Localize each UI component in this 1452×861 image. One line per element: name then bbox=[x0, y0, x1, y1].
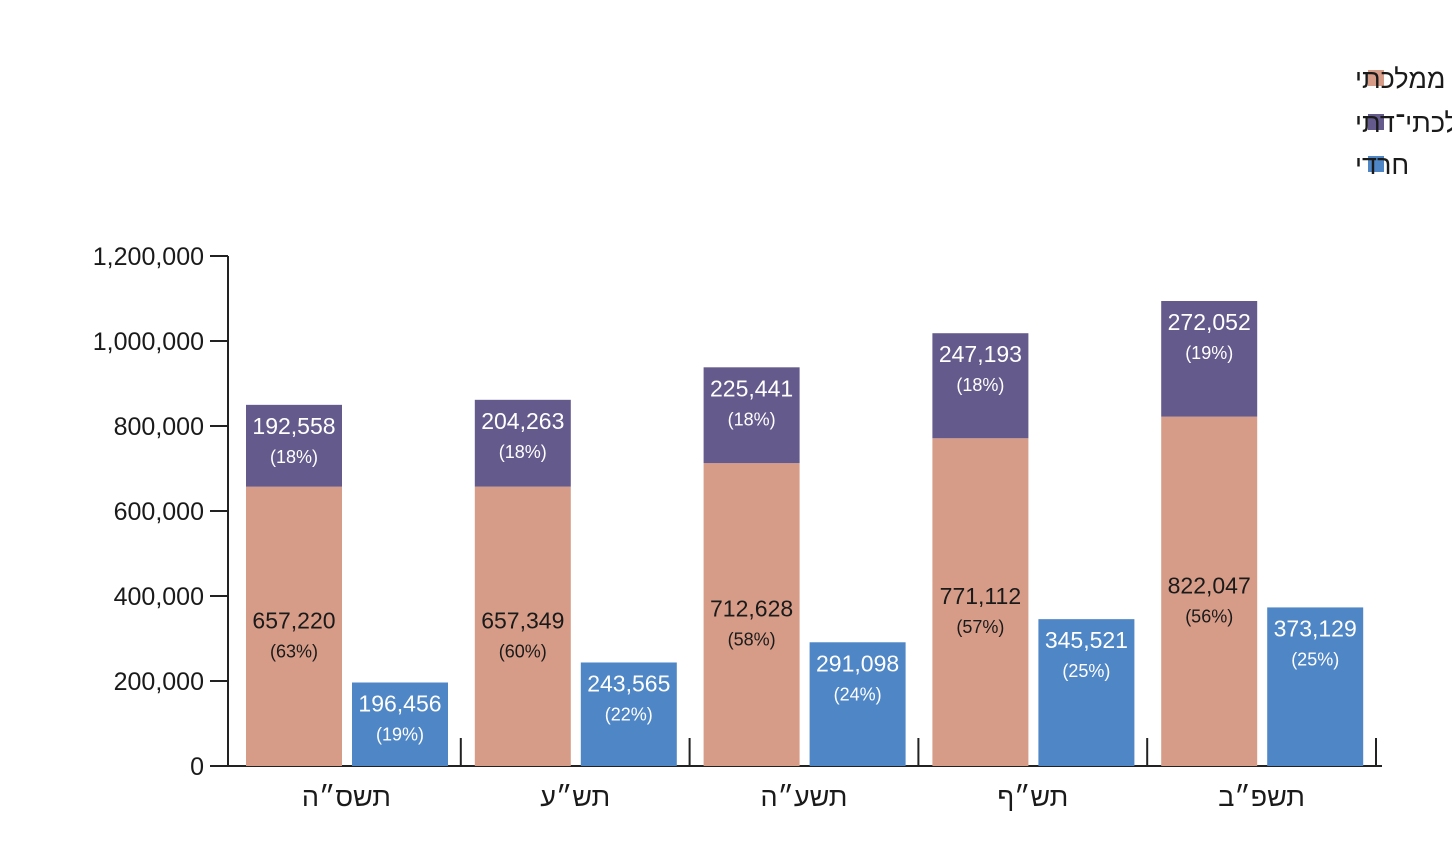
x-category-label: תשפ״ב bbox=[1218, 782, 1305, 812]
bar-value-label: 272,052 bbox=[1168, 309, 1251, 335]
bar-value-label: 771,112 bbox=[940, 583, 1021, 609]
data-labels: 657,220 (63%) 192,558 (18%) 196,456 (19%) 657,… bbox=[252, 309, 1356, 744]
axes: 0 200,000 400,000 600,000 800,000 1,000,000 1,… bbox=[93, 243, 1382, 812]
bar-value-label: 225,441 bbox=[710, 375, 793, 401]
legend-swatch bbox=[1368, 70, 1384, 86]
bar-value-label: 657,220 bbox=[252, 607, 335, 633]
bar-segment bbox=[703, 367, 800, 464]
bar-value-label: 373,129 bbox=[1274, 615, 1357, 641]
bar-value-label: 247,193 bbox=[939, 341, 1022, 367]
legend-swatch bbox=[1368, 156, 1384, 172]
bar-segment bbox=[474, 486, 571, 766]
bar-segment bbox=[932, 438, 1029, 766]
legend-swatch bbox=[1368, 114, 1384, 130]
bar-segment bbox=[703, 463, 800, 766]
bar-value-label: 196,456 bbox=[358, 691, 441, 717]
bar-segment bbox=[246, 404, 342, 487]
bar-segment bbox=[809, 642, 906, 766]
bar-percent-label: (18%) bbox=[499, 442, 547, 462]
bar-segment bbox=[580, 662, 677, 766]
bar-value-label: 192,558 bbox=[252, 413, 335, 439]
y-tick-label: 0 bbox=[190, 753, 204, 781]
y-tick-label: 1,000,000 bbox=[93, 328, 204, 356]
bar-percent-label: (18%) bbox=[956, 375, 1004, 395]
legend-label: ממלכתי bbox=[1355, 64, 1445, 94]
y-tick-label: 600,000 bbox=[114, 498, 204, 526]
bar-segment bbox=[352, 682, 448, 766]
bars bbox=[246, 301, 1364, 766]
bar-value-label: 657,349 bbox=[481, 607, 564, 633]
legend: ממלכתי ממלכתי־דתי חרדי bbox=[1355, 64, 1452, 180]
bar-value-label: 822,047 bbox=[1168, 572, 1251, 598]
bar-segment bbox=[246, 486, 342, 766]
bar-percent-label: (57%) bbox=[956, 617, 1004, 637]
bar-percent-label: (56%) bbox=[1185, 606, 1233, 626]
x-category-label: תש״ע bbox=[540, 782, 610, 812]
bar-value-label: 204,263 bbox=[481, 408, 564, 434]
bar-value-label: 345,521 bbox=[1045, 627, 1128, 653]
bar-percent-label: (22%) bbox=[605, 704, 653, 724]
bar-percent-label: (63%) bbox=[270, 641, 318, 661]
bar-percent-label: (60%) bbox=[499, 641, 547, 661]
bar-segment bbox=[1267, 607, 1364, 766]
bar-segment bbox=[474, 399, 571, 487]
y-tick-label: 200,000 bbox=[114, 668, 204, 696]
y-tick-label: 800,000 bbox=[114, 413, 204, 441]
bar-percent-label: (19%) bbox=[1185, 343, 1233, 363]
x-category-label: תשס״ה bbox=[302, 782, 391, 812]
bar-percent-label: (25%) bbox=[1291, 649, 1339, 669]
bar-percent-label: (58%) bbox=[728, 630, 776, 650]
bar-value-label: 712,628 bbox=[710, 596, 793, 622]
legend-label: ממלכתי־דתי bbox=[1355, 108, 1452, 138]
bar-segment bbox=[932, 333, 1029, 439]
bar-segment bbox=[1161, 301, 1258, 417]
bar-segment bbox=[1038, 619, 1135, 766]
y-tick-label: 400,000 bbox=[114, 583, 204, 611]
x-category-label: תש״ף bbox=[997, 782, 1068, 812]
bar-percent-label: (18%) bbox=[728, 409, 776, 429]
bar-value-label: 291,098 bbox=[816, 650, 899, 676]
x-category-label: תשע״ה bbox=[761, 782, 848, 812]
bar-percent-label: (19%) bbox=[376, 725, 424, 745]
bar-value-label: 243,565 bbox=[587, 670, 670, 696]
legend-label: חרדי bbox=[1355, 150, 1409, 180]
bar-segment bbox=[1161, 416, 1258, 766]
bar-percent-label: (18%) bbox=[270, 447, 318, 467]
bar-percent-label: (24%) bbox=[834, 684, 882, 704]
y-tick-label: 1,200,000 bbox=[93, 243, 204, 271]
bar-percent-label: (25%) bbox=[1062, 661, 1110, 681]
